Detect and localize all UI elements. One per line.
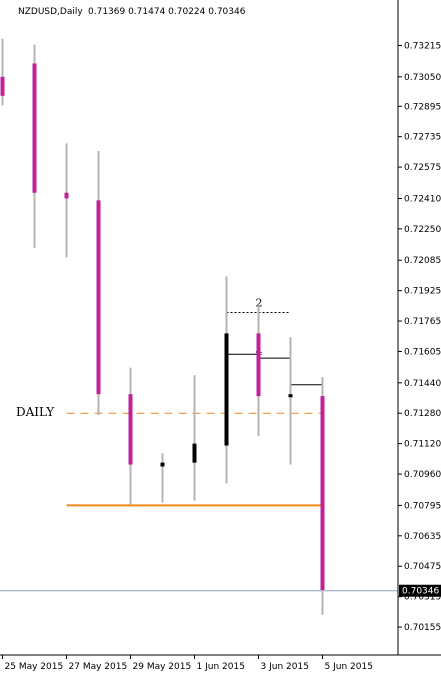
candle-body-9 [288,394,293,398]
candle-body-0 [0,76,5,96]
candle-body-5 [160,462,165,467]
daily-level-label: DAILY [16,405,55,419]
candles-layer [0,38,325,615]
ohlc-values: 0.71369 0.71474 0.70224 0.70346 [88,7,246,17]
candle-body-6 [192,443,197,463]
y-tick-label-19: 0.70155 [404,623,441,633]
y-tick-label-7: 0.72085 [404,256,441,266]
y-tick-label-11: 0.71440 [404,379,441,389]
wave-label-2: 2 [256,296,263,309]
y-tick-label-0: 0.73215 [404,41,441,51]
x-tick-label-1: 27 May 2015 [69,662,128,672]
y-tick-label-13: 0.71120 [404,440,441,450]
y-tick-label-17: 0.70475 [404,562,441,572]
y-tick-label-16: 0.70635 [404,532,441,542]
y-tick-label-10: 0.71605 [404,347,441,357]
current-price-label: 0.70346 [402,587,439,597]
symbol-label: NZDUSD,Daily [18,7,83,17]
y-tick-label-5: 0.72410 [404,194,441,204]
y-tick-label-9: 0.71765 [404,317,441,327]
candle-body-4 [128,394,133,465]
candle-body-1 [32,63,37,193]
y-tick-label-6: 0.72250 [404,225,441,235]
candle-body-7 [224,333,229,446]
y-tick-label-14: 0.70960 [404,470,441,480]
x-tick-label-3: 1 Jun 2015 [197,662,245,672]
current-price-label-bg [399,584,441,597]
x-tick-label-5: 5 Jun 2015 [325,662,373,672]
y-tick-label-12: 0.71280 [404,409,441,419]
y-tick-label-3: 0.72735 [404,133,441,143]
y-tick-label-4: 0.72575 [404,163,441,173]
candle-body-3 [96,200,101,395]
y-tick-label-18: 0.70315 [404,593,441,603]
candle-body-10 [320,396,325,590]
y-tick-label-2: 0.72895 [404,102,441,112]
candle-body-8 [256,333,261,397]
candle-body-2 [64,192,69,199]
x-tick-label-2: 29 May 2015 [133,662,192,672]
y-tick-label-15: 0.70795 [404,501,441,511]
y-tick-label-1: 0.73050 [404,73,441,83]
x-tick-label-4: 3 Jun 2015 [261,662,309,672]
x-tick-label-0: 25 May 2015 [5,662,64,672]
y-tick-label-8: 0.71925 [404,287,441,297]
